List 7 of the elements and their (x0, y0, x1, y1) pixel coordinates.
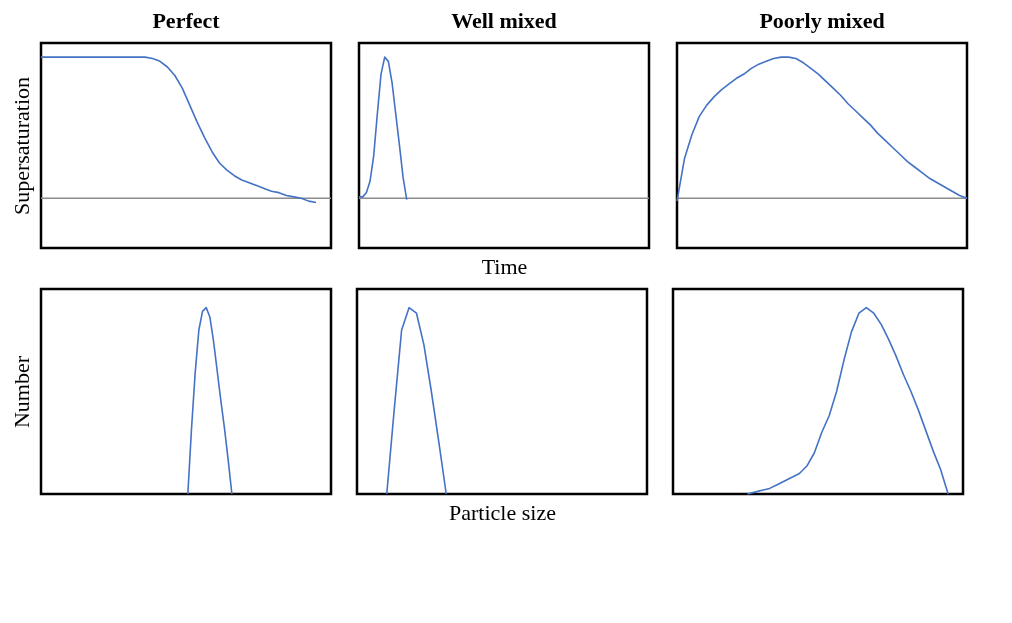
y-axis-title: Number (8, 355, 34, 429)
chart-title: Poorly mixed (759, 8, 885, 33)
chart-title: Well mixed (451, 8, 557, 33)
x-axis-title: Particle size (449, 499, 556, 525)
y-axis-title: Supersaturation (8, 76, 34, 216)
x-axis-title: Time (481, 253, 528, 279)
chart-title: Perfect (152, 8, 221, 33)
